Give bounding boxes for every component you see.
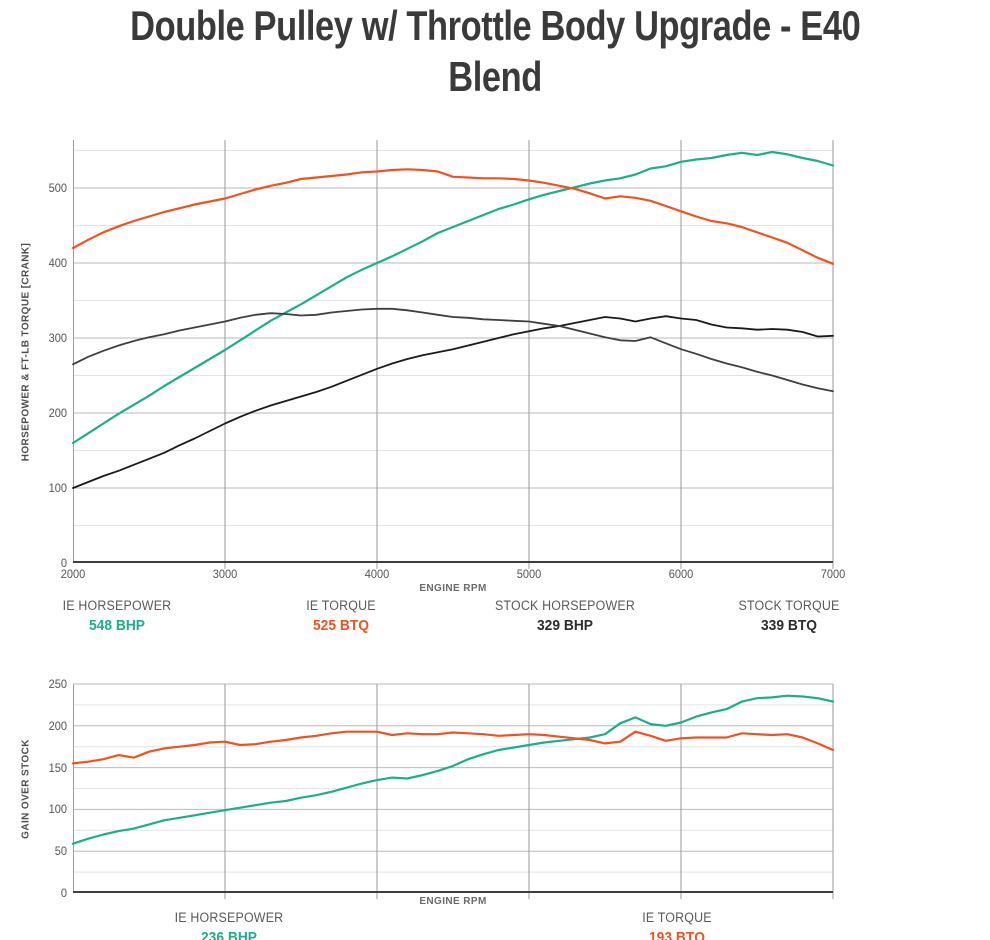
x-tick-label: 5000 xyxy=(516,567,542,581)
y-tick-label: 0 xyxy=(60,886,67,900)
y-tick-label: 250 xyxy=(48,677,67,691)
legend-label: IE TORQUE xyxy=(306,598,376,613)
y-tick-label: 150 xyxy=(48,760,67,775)
y-tick-label: 200 xyxy=(48,406,67,420)
legend-item-stock-torque: STOCK TORQUE 339 BTQ xyxy=(669,598,909,634)
y-tick-label: 200 xyxy=(48,718,67,733)
legend-item-ie-horsepower: IE HORSEPOWER 548 BHP xyxy=(0,598,237,634)
x-tick-label: 2000 xyxy=(60,567,86,581)
legend-item-ie-horsepower: IE HORSEPOWER 236 BHP xyxy=(109,910,349,940)
page-title-line-1: Double Pulley w/ Throttle Body Upgrade -… xyxy=(129,2,861,49)
y-tick-label: 50 xyxy=(54,844,67,859)
y-tick-label: 100 xyxy=(48,802,67,817)
plot-area-gain[interactable] xyxy=(71,683,835,899)
series-line-ie-torque xyxy=(71,168,835,265)
y-axis-title: HORSEPOWER & FT-LB TORQUE [CRANK] xyxy=(20,242,31,461)
y-tick-label: 100 xyxy=(48,481,67,495)
x-axis-title: ENGINE RPM xyxy=(419,583,487,594)
legend-value: 339 BTQ xyxy=(760,617,817,634)
series-line-ie-torque xyxy=(71,730,835,765)
series-line-ie-horsepower xyxy=(71,694,835,845)
legend-value: 193 BTQ xyxy=(648,929,705,940)
legend-value: 525 BTQ xyxy=(312,617,369,634)
x-tick-label: 3000 xyxy=(212,567,238,581)
y-tick-label: 500 xyxy=(48,181,67,195)
series-line-stock-horsepower xyxy=(72,315,834,489)
legend-label: STOCK TORQUE xyxy=(738,598,840,613)
series-line-ie-horsepower xyxy=(71,150,835,445)
y-tick-label: 400 xyxy=(48,256,67,270)
legend-label: STOCK HORSEPOWER xyxy=(494,598,636,613)
legend-item-ie-torque: IE TORQUE 193 BTQ xyxy=(557,910,797,940)
x-tick-label: 6000 xyxy=(668,567,694,581)
legend-value: 329 BHP xyxy=(536,617,594,634)
legend-label: IE HORSEPOWER xyxy=(174,910,284,925)
series-line-stock-torque xyxy=(72,307,834,393)
legend-value: 548 BHP xyxy=(88,617,146,634)
page-title-line-2: Blend xyxy=(448,53,542,100)
x-tick-label: 7000 xyxy=(820,567,846,581)
legend-label: IE HORSEPOWER xyxy=(62,598,172,613)
legend-value: 236 BHP xyxy=(200,929,258,940)
y-axis-title: GAIN OVER STOCK xyxy=(20,738,31,839)
chart-gain: 0 50 100 150 200 250 ENGINE RPM GAIN OVER STOCK… xyxy=(20,677,835,940)
chart-main: 0 100 200 300 400 500 2000 3000 4000 5000 6000 7000… xyxy=(20,140,845,634)
plot-area-main[interactable] xyxy=(71,140,835,569)
x-axis-title: ENGINE RPM xyxy=(419,896,487,907)
y-tick-label: 0 xyxy=(60,556,67,570)
y-tick-label: 300 xyxy=(48,331,67,345)
legend-item-stock-horsepower: STOCK HORSEPOWER 329 BHP xyxy=(445,598,685,634)
legend-item-ie-torque: IE TORQUE 525 BTQ xyxy=(221,598,461,634)
page-title: Double Pulley w/ Throttle Body Upgrade -… xyxy=(0,0,990,102)
legend-label: IE TORQUE xyxy=(642,910,712,925)
x-tick-label: 4000 xyxy=(364,567,390,581)
